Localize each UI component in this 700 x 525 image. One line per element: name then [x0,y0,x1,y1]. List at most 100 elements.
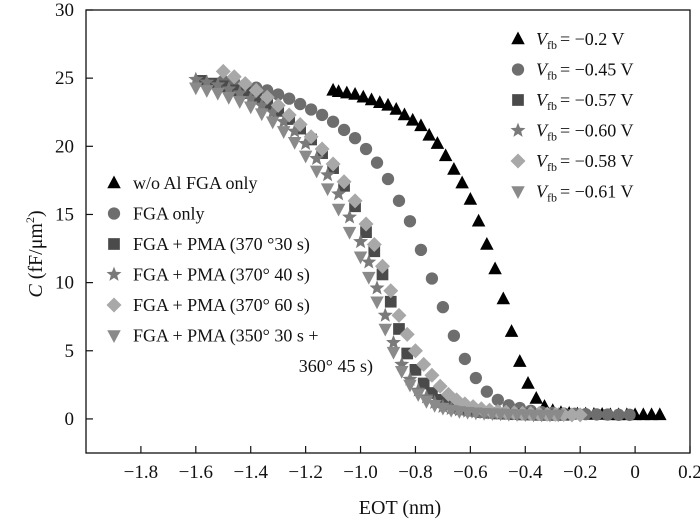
x-tick-label: 0 [630,462,640,483]
legend-entry: Vfb = −0.2 V [511,29,624,52]
data-point [342,209,358,224]
data-point [572,407,588,423]
data-point [337,123,351,137]
legend-treatments: w/o Al FGA only FGA only FGA + PMA (370 °3… [106,173,373,377]
data-point [287,123,303,138]
data-point [414,243,428,257]
data-point [336,174,352,190]
y-axis: 0 5 10 15 20 25 30 [55,0,93,430]
y-axis-unit-sup: 2 [23,217,37,223]
data-point [424,367,440,383]
data-point [215,63,231,79]
data-point [353,233,369,249]
legend-label: Vfb = −0.57 V [536,90,633,113]
data-point [496,291,511,305]
data-point [529,390,544,404]
legend-marker [108,238,120,250]
data-point [383,283,399,299]
data-point [601,408,614,421]
x-tick-label: −1.0 [343,462,377,483]
data-point [347,193,363,209]
legend-sub: fb [547,160,557,174]
legend-marker [510,153,526,169]
data-point [331,203,346,217]
data-point [488,261,502,275]
data-point [248,82,264,98]
data-point [366,236,382,252]
legend-label-continuation: 360° 45 s) [299,356,373,377]
data-point [303,129,319,145]
legend-entry: FGA + PMA (370 °30 s) [108,234,310,255]
data-point [292,116,308,132]
data-point [373,95,387,108]
data-point [463,191,478,205]
y-tick-label: 25 [55,68,74,89]
legend-sub: fb [547,130,557,144]
data-point [370,296,384,310]
data-point [455,175,469,189]
data-point [397,107,412,121]
data-point [270,97,286,113]
data-point [623,408,636,421]
data-point [384,295,397,308]
data-point [326,115,340,128]
y-tick-label: 15 [55,204,74,225]
data-point [401,347,414,360]
legend-marker [107,330,121,343]
data-point [447,329,461,342]
data-point [403,215,417,228]
y-tick-label: 30 [55,0,74,21]
data-point [381,97,395,111]
data-point [254,97,270,112]
legend-label: FGA + PMA (350° 30 s + [133,326,319,347]
data-point [348,131,362,145]
legend-entry: FGA + PMA (350° 30 s + [107,326,319,347]
legend-value: = −0.58 V [560,151,633,171]
legend-label: Vfb = −0.58 V [536,151,633,174]
legend-var: V [536,151,549,171]
data-point [504,324,519,337]
x-tick-label: 0.2 [678,462,700,483]
data-point [414,118,428,132]
data-point [304,103,318,116]
data-point [359,142,373,156]
legend-marker [511,186,525,199]
legend-value: = −0.2 V [560,29,624,49]
data-point [491,393,504,406]
y-tick-label: 5 [65,341,75,362]
series-layer [188,63,667,423]
data-point [340,85,354,99]
data-point [425,272,439,285]
legend-label: Vfb = −0.60 V [536,121,633,144]
data-point [458,352,472,366]
data-point [438,148,453,162]
data-point [405,112,420,126]
data-point [393,323,405,335]
data-point [612,408,625,421]
data-point [283,92,296,105]
data-point [392,194,406,207]
data-point [403,379,417,393]
data-point [325,156,341,172]
data-point [521,375,535,389]
data-point [217,80,230,93]
data-point [293,97,307,111]
x-tick-label: −0.4 [508,462,543,483]
data-point [361,254,377,269]
legend-entry: Vfb = −0.45 V [511,60,633,83]
data-point [210,77,226,92]
plot-frame [85,9,691,454]
data-point [430,136,445,149]
legend-entry: FGA only [107,204,205,224]
data-point [188,71,204,86]
legend-value: = −0.45 V [560,60,633,80]
legend-label: FGA + PMA (370° 40 s) [133,265,310,286]
data-point [471,213,486,227]
data-point [480,236,494,250]
data-point [358,216,374,232]
data-point [259,89,275,105]
data-point [409,364,422,376]
legend-entry: FGA + PMA (370° 60 s) [106,295,310,316]
legend-label: Vfb = −0.61 V [536,182,633,205]
